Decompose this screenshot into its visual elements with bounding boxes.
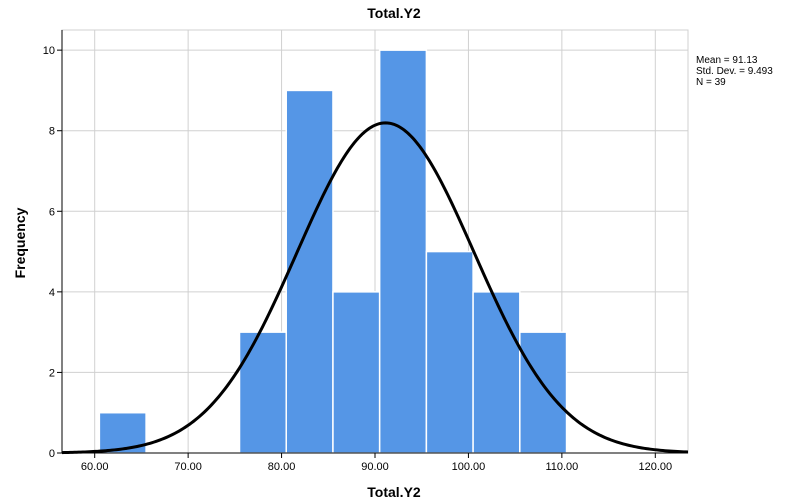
stats-mean: Mean = 91.13 [696,55,758,66]
x-tick-label: 90.00 [361,461,389,473]
x-tick-label: 60.00 [81,461,109,473]
x-axis-label: Total.Y2 [367,484,421,500]
y-tick-label: 8 [49,126,55,138]
x-tick-label: 120.00 [638,461,672,473]
normal-curve [61,121,689,455]
y-tick-label: 2 [49,367,55,379]
stats-std-dev: Std. Dev. = 9.493 [696,66,773,77]
histogram-bar [332,291,381,454]
chart-title: Total.Y2 [367,5,421,21]
histogram-bar [285,89,334,454]
histogram-bar [425,250,474,454]
y-tick-label: 10 [43,45,55,57]
histogram-bar [519,331,568,454]
histogram-bar [238,331,287,454]
histogram-bar [472,291,521,454]
x-tick-label: 110.00 [545,461,578,473]
y-tick-label: 6 [49,206,55,218]
stats-n: N = 39 [696,77,726,88]
y-tick-label: 4 [49,287,55,299]
x-tick-label: 70.00 [174,461,202,473]
histogram-bar [378,49,428,454]
x-tick-label: 80.00 [268,461,296,473]
x-tick-label: 100.00 [452,461,486,473]
stats-legend: Mean = 91.13 Std. Dev. = 9.493 N = 39 [696,55,773,88]
y-tick-label: 0 [49,448,55,460]
